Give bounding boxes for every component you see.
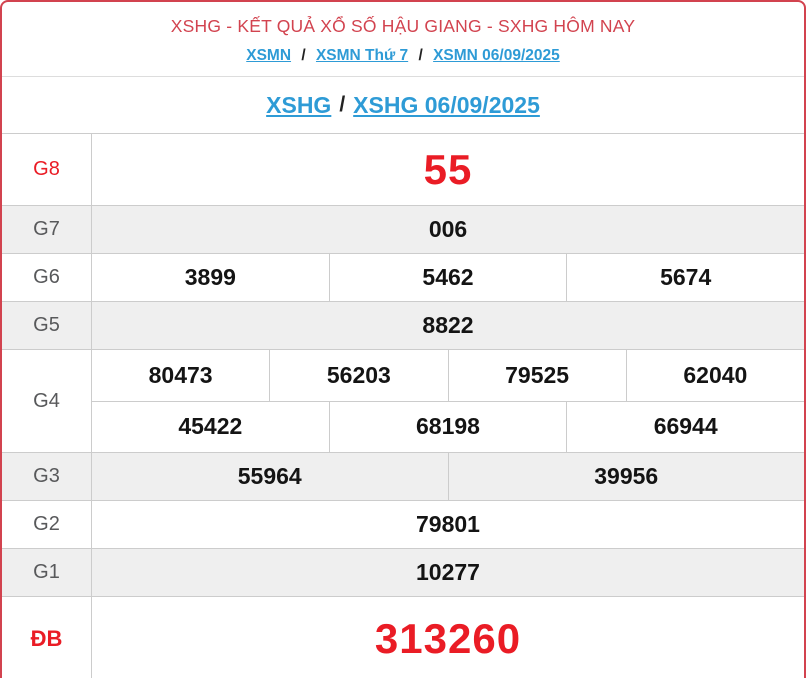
page-title: XSHG - KẾT QUẢ XỔ SỐ HẬU GIANG - SXHG HÔ… <box>170 16 636 36</box>
prize-number: 79801 <box>416 511 480 537</box>
breadcrumb-separator: / <box>301 47 306 64</box>
prize-number: 80473 <box>148 361 213 388</box>
prize-number: 68198 <box>328 401 567 452</box>
prize-number: 62040 <box>625 350 804 401</box>
prize-label-db: ĐB <box>2 597 92 678</box>
breadcrumb-separator: / <box>418 47 423 64</box>
subtitle: XSHG / XSHG 06/09/2025 <box>2 77 804 134</box>
subtitle-link-xshg-date[interactable]: XSHG 06/09/2025 <box>353 91 540 118</box>
subtitle-link-xshg[interactable]: XSHG <box>266 91 332 118</box>
breadcrumb-link-xsmn-thu7[interactable]: XSMN Thứ 7 <box>315 47 409 64</box>
prize-row-g2: G2 79801 <box>2 501 804 549</box>
prize-label-g4: G4 <box>2 350 92 452</box>
prize-number: 55 <box>423 145 473 193</box>
prize-label-g2: G2 <box>2 501 92 548</box>
prize-number: 5462 <box>328 254 567 301</box>
prize-number: 10277 <box>416 559 480 585</box>
prize-label-g8: G8 <box>2 134 92 205</box>
prize-row-g8: G8 55 <box>2 134 804 206</box>
prize-number: 006 <box>428 216 468 242</box>
prize-row-db: ĐB 313260 <box>2 597 804 678</box>
prize-number: 56203 <box>269 350 447 401</box>
prize-number: 3899 <box>184 264 236 290</box>
prize-row-g7: G7 006 <box>2 206 804 254</box>
prize-label-g5: G5 <box>2 302 92 349</box>
breadcrumb: XSMN / XSMN Thứ 7 / XSMN 06/09/2025 <box>12 47 794 65</box>
prize-row-g4: G4 80473 56203 79525 62040 45422 68198 6… <box>2 350 804 453</box>
prize-number: 39956 <box>447 453 805 500</box>
prize-row-g5: G5 8822 <box>2 302 804 350</box>
breadcrumb-link-xsmn-date[interactable]: XSMN 06/09/2025 <box>433 47 560 64</box>
prize-number: 8822 <box>422 312 474 338</box>
prize-row-g3: G3 55964 39956 <box>2 453 804 501</box>
prize-number: 5674 <box>566 254 804 301</box>
prize-label-g3: G3 <box>2 453 92 500</box>
header: XSHG - KẾT QUẢ XỔ SỐ HẬU GIANG - SXHG HÔ… <box>2 2 804 77</box>
prize-label-g6: G6 <box>2 254 92 301</box>
prize-row-g6: G6 3899 5462 5674 <box>2 254 804 302</box>
prize-label-g1: G1 <box>2 549 92 596</box>
prize-number: 313260 <box>374 615 522 662</box>
prize-number: 79525 <box>447 350 626 401</box>
prize-number: 66944 <box>566 401 804 452</box>
prize-number: 55964 <box>237 463 302 489</box>
subtitle-separator: / <box>339 93 346 116</box>
prize-label-g7: G7 <box>2 206 92 253</box>
prize-number: 45422 <box>178 413 243 440</box>
prize-row-g1: G1 10277 <box>2 549 804 597</box>
breadcrumb-link-xsmn[interactable]: XSMN <box>246 47 292 64</box>
